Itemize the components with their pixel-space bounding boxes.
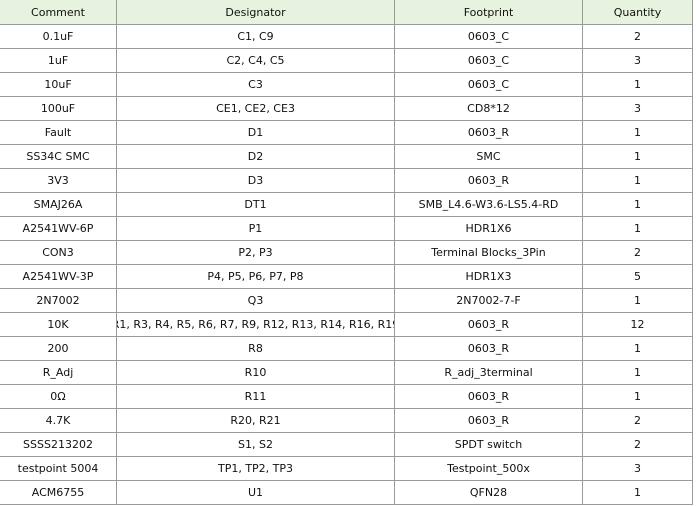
cell[interactable]: HDR1X6	[395, 217, 583, 241]
cell[interactable]: P2, P3	[117, 241, 395, 265]
cell[interactable]: P4, P5, P6, P7, P8	[117, 265, 395, 289]
cell[interactable]: C3	[117, 73, 395, 97]
header-cell[interactable]: Quantity	[583, 0, 693, 25]
cell[interactable]: SS34C SMC	[0, 145, 117, 169]
cell[interactable]: S1, S2	[117, 433, 395, 457]
cell[interactable]: C1, C9	[117, 25, 395, 49]
cell[interactable]: 0.1uF	[0, 25, 117, 49]
cell[interactable]: Q3	[117, 289, 395, 313]
header-cell[interactable]: Comment	[0, 0, 117, 25]
cell[interactable]: 200	[0, 337, 117, 361]
cell[interactable]: 10uF	[0, 73, 117, 97]
cell[interactable]: 2	[583, 409, 693, 433]
cell[interactable]: QFN28	[395, 481, 583, 505]
cell[interactable]: 0603_R	[395, 121, 583, 145]
cell[interactable]: 3	[583, 49, 693, 73]
cell[interactable]: 2	[583, 25, 693, 49]
cell[interactable]: 4.7K	[0, 409, 117, 433]
header-cell[interactable]: Designator	[117, 0, 395, 25]
cell[interactable]: SMB_L4.6-W3.6-LS5.4-RD	[395, 193, 583, 217]
cell[interactable]: 0603_R	[395, 169, 583, 193]
cell[interactable]: D2	[117, 145, 395, 169]
cell[interactable]: testpoint 5004	[0, 457, 117, 481]
cell[interactable]: 1	[583, 121, 693, 145]
cell[interactable]: 3	[583, 457, 693, 481]
cell[interactable]: A2541WV-6P	[0, 217, 117, 241]
header-cell[interactable]: Footprint	[395, 0, 583, 25]
cell[interactable]: 1	[583, 145, 693, 169]
cell[interactable]: C2, C4, C5	[117, 49, 395, 73]
cell[interactable]: Terminal Blocks_3Pin	[395, 241, 583, 265]
cell[interactable]: CE1, CE2, CE3	[117, 97, 395, 121]
cell[interactable]: D1	[117, 121, 395, 145]
cell[interactable]: 2	[583, 433, 693, 457]
cell[interactable]: 10K	[0, 313, 117, 337]
cell[interactable]: 5	[583, 265, 693, 289]
cell[interactable]: ACM6755	[0, 481, 117, 505]
cell[interactable]: 1uF	[0, 49, 117, 73]
cell[interactable]: SMC	[395, 145, 583, 169]
cell[interactable]: R_adj_3terminal	[395, 361, 583, 385]
cell[interactable]: TP1, TP2, TP3	[117, 457, 395, 481]
cell[interactable]: 2N7002	[0, 289, 117, 313]
cell[interactable]: 3	[583, 97, 693, 121]
cell[interactable]: 0603_C	[395, 73, 583, 97]
cell[interactable]: R1, R3, R4, R5, R6, R7, R9, R12, R13, R1…	[117, 313, 395, 337]
cell[interactable]: D3	[117, 169, 395, 193]
cell[interactable]: 0603_R	[395, 385, 583, 409]
cell[interactable]: Testpoint_500x	[395, 457, 583, 481]
cell[interactable]: 1	[583, 385, 693, 409]
cell[interactable]: 12	[583, 313, 693, 337]
cell[interactable]: U1	[117, 481, 395, 505]
cell[interactable]: 1	[583, 217, 693, 241]
cell[interactable]: 0603_R	[395, 409, 583, 433]
cell[interactable]: A2541WV-3P	[0, 265, 117, 289]
cell[interactable]: 1	[583, 169, 693, 193]
cell[interactable]: R8	[117, 337, 395, 361]
cell[interactable]: 1	[583, 73, 693, 97]
cell[interactable]: 0603_C	[395, 25, 583, 49]
cell[interactable]: 0603_R	[395, 337, 583, 361]
cell[interactable]: CON3	[0, 241, 117, 265]
cell[interactable]: 100uF	[0, 97, 117, 121]
cell[interactable]: SSSS213202	[0, 433, 117, 457]
cell[interactable]: CD8*12	[395, 97, 583, 121]
cell[interactable]: 0603_C	[395, 49, 583, 73]
cell[interactable]: 1	[583, 337, 693, 361]
cell[interactable]: R11	[117, 385, 395, 409]
cell[interactable]: SPDT switch	[395, 433, 583, 457]
cell[interactable]: SMAJ26A	[0, 193, 117, 217]
cell[interactable]: R20, R21	[117, 409, 395, 433]
cell[interactable]: DT1	[117, 193, 395, 217]
cell[interactable]: 2N7002-7-F	[395, 289, 583, 313]
cell[interactable]: 0603_R	[395, 313, 583, 337]
cell[interactable]: 1	[583, 193, 693, 217]
cell[interactable]: HDR1X3	[395, 265, 583, 289]
cell[interactable]: R_Adj	[0, 361, 117, 385]
cell[interactable]: 2	[583, 241, 693, 265]
cell[interactable]: R10	[117, 361, 395, 385]
cell[interactable]: P1	[117, 217, 395, 241]
cell[interactable]: 3V3	[0, 169, 117, 193]
cell[interactable]: 1	[583, 481, 693, 505]
cell[interactable]: Fault	[0, 121, 117, 145]
cell[interactable]: 1	[583, 361, 693, 385]
cell[interactable]: 1	[583, 289, 693, 313]
cell[interactable]: 0Ω	[0, 385, 117, 409]
